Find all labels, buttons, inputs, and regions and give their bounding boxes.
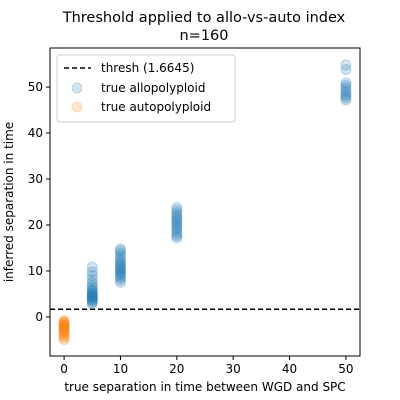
- y-tick-label-30: 30: [28, 172, 43, 186]
- x-tick-label-40: 40: [282, 362, 297, 376]
- x-tick-label-50: 50: [338, 362, 353, 376]
- x-tick-label-30: 30: [226, 362, 241, 376]
- x-tick-label-10: 10: [113, 362, 128, 376]
- data-point-allopolyploid-68: [341, 60, 351, 70]
- y-tick-label-20: 20: [28, 218, 43, 232]
- y-tick-label-40: 40: [28, 126, 43, 140]
- x-tick-label-0: 0: [60, 362, 68, 376]
- data-point-allopolyploid-21: [87, 262, 97, 272]
- y-tick-label-50: 50: [28, 80, 43, 94]
- x-axis-label: true separation in time between WGD and …: [64, 380, 345, 394]
- y-tick-label-0: 0: [35, 310, 43, 324]
- data-point-autopolyploid-17: [59, 335, 69, 345]
- chart-subtitle: n=160: [179, 28, 228, 44]
- data-point-allopolyploid-66: [341, 78, 351, 88]
- legend-allopolyploid-label: true allopolyploid: [101, 81, 205, 95]
- data-point-allopolyploid-41: [115, 244, 125, 254]
- data-point-allopolyploid-57: [172, 203, 182, 213]
- legend: thresh (1.6645) true allopolyploid true …: [57, 55, 235, 122]
- legend-threshold-label: thresh (1.6645): [101, 61, 194, 75]
- chart-title: Threshold applied to allo-vs-auto index: [62, 10, 346, 26]
- legend-autopolyploid-label: true autopolyploid: [101, 100, 211, 114]
- y-tick-label-10: 10: [28, 264, 43, 278]
- legend-allopolyploid-marker-icon: [72, 83, 82, 93]
- legend-autopolyploid-marker-icon: [72, 102, 82, 112]
- y-axis-label: inferred separation in time: [2, 122, 16, 282]
- x-tick-label-20: 20: [169, 362, 184, 376]
